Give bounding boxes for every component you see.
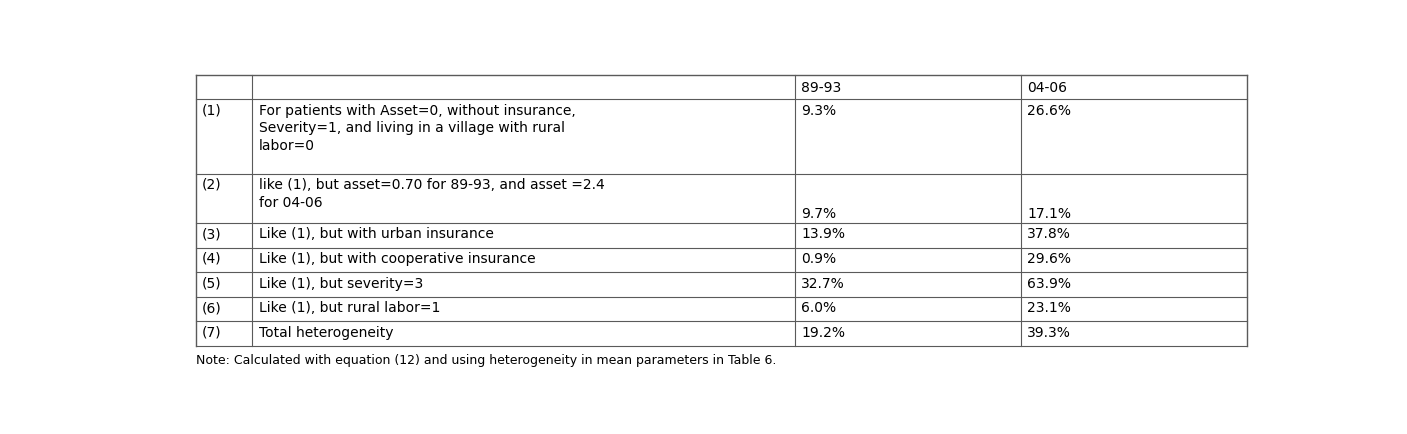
Text: (7): (7) bbox=[203, 325, 222, 339]
Text: 89-93: 89-93 bbox=[801, 81, 841, 95]
Text: 37.8%: 37.8% bbox=[1027, 227, 1071, 241]
Text: Total heterogeneity: Total heterogeneity bbox=[259, 325, 394, 339]
Text: Like (1), but rural labor=1: Like (1), but rural labor=1 bbox=[259, 300, 440, 314]
Text: 04-06: 04-06 bbox=[1027, 81, 1068, 95]
Text: 39.3%: 39.3% bbox=[1027, 325, 1071, 339]
Text: 6.0%: 6.0% bbox=[801, 300, 836, 314]
Text: like (1), but asset=0.70 for 89-93, and asset =2.4
for 04-06: like (1), but asset=0.70 for 89-93, and … bbox=[259, 178, 605, 209]
Text: (5): (5) bbox=[203, 276, 222, 290]
Text: (2): (2) bbox=[203, 178, 222, 191]
Text: 19.2%: 19.2% bbox=[801, 325, 846, 339]
Text: 13.9%: 13.9% bbox=[801, 227, 846, 241]
Text: (6): (6) bbox=[203, 300, 222, 314]
Text: 23.1%: 23.1% bbox=[1027, 300, 1071, 314]
Text: (3): (3) bbox=[203, 227, 222, 241]
Text: 0.9%: 0.9% bbox=[801, 251, 836, 265]
Text: 9.3%: 9.3% bbox=[801, 103, 836, 117]
Text: 29.6%: 29.6% bbox=[1027, 251, 1071, 265]
Text: (1): (1) bbox=[203, 103, 222, 117]
Text: 32.7%: 32.7% bbox=[801, 276, 846, 290]
Text: Like (1), but severity=3: Like (1), but severity=3 bbox=[259, 276, 424, 290]
Text: 9.7%: 9.7% bbox=[801, 206, 836, 220]
Text: Note: Calculated with equation (12) and using heterogeneity in mean parameters i: Note: Calculated with equation (12) and … bbox=[196, 353, 775, 366]
Text: Like (1), but with urban insurance: Like (1), but with urban insurance bbox=[259, 227, 494, 241]
Text: (4): (4) bbox=[203, 251, 222, 265]
Text: 17.1%: 17.1% bbox=[1027, 206, 1071, 220]
Text: Like (1), but with cooperative insurance: Like (1), but with cooperative insurance bbox=[259, 251, 536, 265]
Text: For patients with Asset=0, without insurance,
Severity=1, and living in a villag: For patients with Asset=0, without insur… bbox=[259, 103, 575, 153]
Text: 26.6%: 26.6% bbox=[1027, 103, 1071, 117]
Text: 63.9%: 63.9% bbox=[1027, 276, 1071, 290]
